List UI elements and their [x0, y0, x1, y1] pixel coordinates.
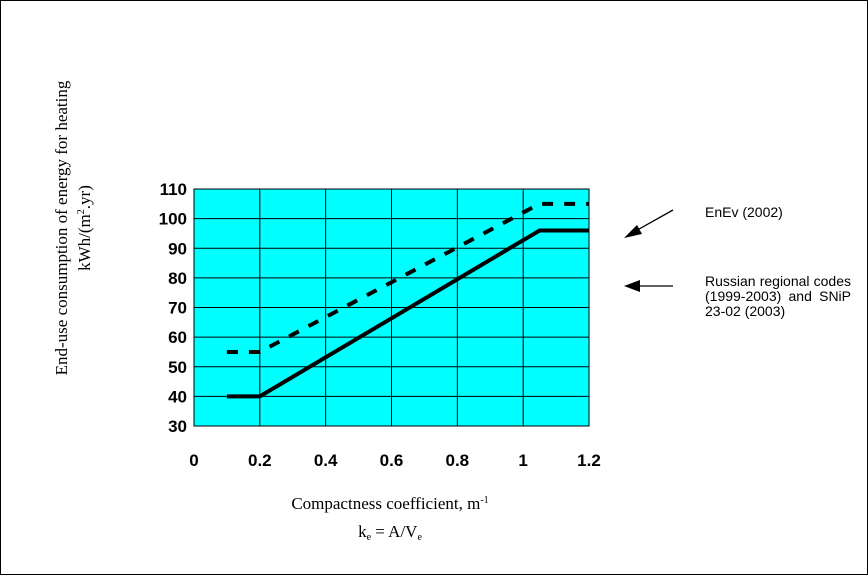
x-tick-label: 1.2	[577, 451, 601, 470]
x-axis-title-text: Compactness coefficient, m	[291, 494, 480, 513]
x-tick-label: 1	[518, 451, 527, 470]
y-tick-label: 70	[168, 299, 187, 318]
x-axis-formula: ke = A/Ve	[190, 522, 590, 542]
x-tick-labels: 0 0.2 0.4 0.6 0.8 1 1.2	[189, 451, 601, 470]
annotation-russian-codes: Russian regional codes (1999-2003) and S…	[705, 274, 851, 319]
y-axis-title-unit-sup: 2	[76, 209, 87, 214]
y-tick-label: 100	[159, 210, 187, 229]
x-axis-title: Compactness coefficient, m-1	[190, 494, 590, 514]
formula-k: k	[358, 522, 367, 541]
y-tick-label: 90	[168, 239, 187, 258]
y-tick-label: 50	[168, 358, 187, 377]
x-tick-label: 0.4	[314, 451, 338, 470]
y-tick-labels: 30 40 50 60 70 80 90 100 110	[159, 180, 187, 436]
x-tick-label: 0.6	[380, 451, 404, 470]
formula-v-sub: e	[417, 532, 421, 543]
y-tick-label: 40	[168, 387, 187, 406]
x-axis-title-sup: -1	[480, 495, 488, 506]
enev-arrow-head	[624, 225, 642, 238]
y-tick-label: 80	[168, 269, 187, 288]
y-axis-title-unit-a: kWh/(m	[75, 214, 94, 271]
x-tick-label: 0.8	[446, 451, 470, 470]
y-tick-label: 60	[168, 328, 187, 347]
annotation-arrows	[624, 210, 673, 292]
y-axis-title-unit-b: .yr)	[75, 185, 94, 209]
x-tick-label: 0.2	[248, 451, 272, 470]
y-tick-label: 30	[168, 417, 187, 436]
y-tick-label: 110	[160, 180, 187, 199]
y-axis-title: End-use consumption of energy for heatin…	[50, 48, 100, 408]
x-tick-label: 0	[189, 451, 198, 470]
y-axis-title-line1: End-use consumption of energy for heatin…	[52, 81, 71, 376]
formula-rest: = A/V	[371, 522, 417, 541]
russian-arrow-head	[624, 280, 640, 292]
annotation-enev: EnEv (2002)	[705, 205, 783, 220]
